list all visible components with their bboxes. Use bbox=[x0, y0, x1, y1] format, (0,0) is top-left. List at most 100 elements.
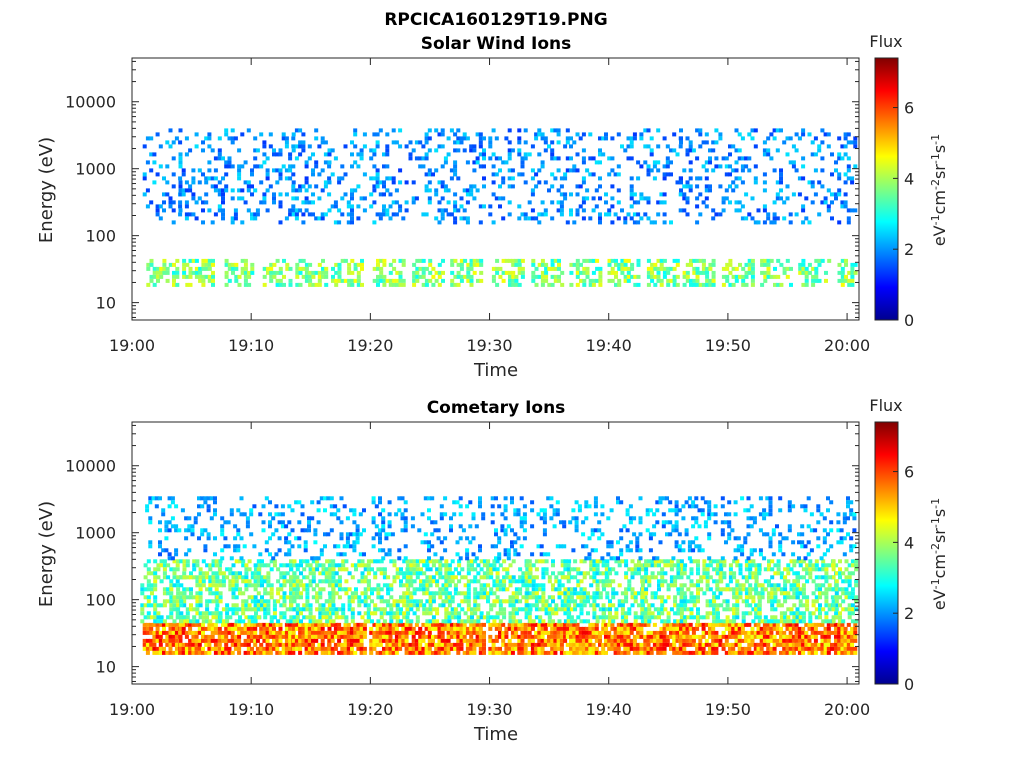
heatmap-cell bbox=[334, 262, 339, 267]
heatmap-cell bbox=[453, 148, 458, 153]
heatmap-cell bbox=[215, 603, 220, 608]
heatmap-cell bbox=[250, 638, 254, 643]
heatmap-cell bbox=[179, 599, 184, 604]
heatmap-cell bbox=[250, 571, 255, 576]
heatmap-cell bbox=[516, 536, 521, 541]
heatmap-cell bbox=[292, 583, 297, 588]
heatmap-cell bbox=[572, 220, 577, 225]
heatmap-cell bbox=[482, 571, 487, 576]
heatmap-cell bbox=[184, 216, 189, 221]
heatmap-cell bbox=[747, 168, 752, 173]
heatmap-cell bbox=[563, 619, 568, 624]
heatmap-cell bbox=[276, 619, 281, 624]
heatmap-cell bbox=[427, 650, 432, 655]
heatmap-cell bbox=[386, 583, 391, 588]
heatmap-cell bbox=[527, 630, 532, 635]
heatmap-cell bbox=[323, 646, 328, 651]
heatmap-cell bbox=[472, 646, 477, 651]
heatmap-cell bbox=[537, 646, 542, 651]
heatmap-cell bbox=[521, 571, 526, 576]
heatmap-cell bbox=[194, 638, 199, 643]
heatmap-cell bbox=[198, 611, 203, 616]
heatmap-cell bbox=[592, 575, 597, 580]
heatmap-cell bbox=[428, 270, 433, 275]
heatmap-cell bbox=[441, 258, 445, 263]
heatmap-cell bbox=[605, 607, 610, 612]
heatmap-cell bbox=[402, 591, 407, 596]
heatmap-cell bbox=[272, 626, 276, 631]
heatmap-cell bbox=[190, 532, 195, 537]
heatmap-cell bbox=[701, 282, 706, 287]
heatmap-cell bbox=[450, 282, 455, 287]
heatmap-cell bbox=[427, 496, 431, 501]
heatmap-cell bbox=[231, 575, 236, 580]
heatmap-cell bbox=[375, 184, 380, 189]
heatmap-cell bbox=[779, 180, 783, 185]
heatmap-cell bbox=[172, 583, 177, 588]
heatmap-cell bbox=[531, 595, 536, 600]
heatmap-cell bbox=[221, 650, 225, 655]
heatmap-cell bbox=[595, 559, 600, 564]
heatmap-cell bbox=[527, 559, 532, 564]
heatmap-cell bbox=[265, 172, 270, 177]
heatmap-cell bbox=[560, 282, 565, 287]
heatmap-cell bbox=[237, 196, 242, 201]
heatmap-cell bbox=[381, 548, 386, 553]
heatmap-cell bbox=[266, 583, 271, 588]
heatmap-cell bbox=[278, 642, 283, 647]
heatmap-cell bbox=[653, 274, 658, 279]
heatmap-cell bbox=[555, 512, 560, 517]
heatmap-cell bbox=[285, 266, 290, 271]
heatmap-cell bbox=[278, 634, 283, 639]
heatmap-cell bbox=[207, 638, 212, 643]
heatmap-cell bbox=[450, 607, 455, 612]
heatmap-cell bbox=[250, 184, 254, 189]
heatmap-cell bbox=[317, 634, 322, 639]
heatmap-cell bbox=[443, 638, 448, 643]
heatmap-cell bbox=[370, 619, 374, 624]
heatmap-cell bbox=[231, 571, 236, 576]
heatmap-cell bbox=[478, 642, 483, 647]
heatmap-cell bbox=[171, 156, 176, 161]
heatmap-cell bbox=[598, 148, 602, 153]
heatmap-cell bbox=[276, 591, 281, 596]
heatmap-cell bbox=[591, 278, 596, 283]
heatmap-cell bbox=[145, 642, 150, 647]
heatmap-cell bbox=[165, 622, 170, 627]
heatmap-cell bbox=[431, 622, 435, 627]
heatmap-cell bbox=[394, 200, 399, 205]
heatmap-cell bbox=[188, 258, 193, 263]
heatmap-cell bbox=[337, 587, 342, 592]
heatmap-cell bbox=[197, 622, 202, 627]
heatmap-cell bbox=[553, 650, 558, 655]
heatmap-cell bbox=[278, 220, 283, 225]
heatmap-cell bbox=[325, 567, 330, 572]
heatmap-cell bbox=[272, 611, 277, 616]
heatmap-cell bbox=[501, 270, 506, 275]
heatmap-cell bbox=[575, 262, 580, 267]
heatmap-cell bbox=[146, 266, 151, 271]
heatmap-cell bbox=[295, 615, 300, 620]
heatmap-cell bbox=[440, 144, 445, 149]
heatmap-cell bbox=[143, 603, 148, 608]
heatmap-cell bbox=[214, 615, 219, 620]
heatmap-cell bbox=[156, 615, 161, 620]
heatmap-cell bbox=[384, 536, 389, 541]
heatmap-cell bbox=[629, 630, 634, 635]
heatmap-cell bbox=[598, 571, 603, 576]
heatmap-cell bbox=[224, 634, 229, 639]
heatmap-cell bbox=[308, 615, 313, 620]
heatmap-cell bbox=[294, 156, 299, 161]
heatmap-cell bbox=[549, 516, 554, 521]
heatmap-cell bbox=[321, 603, 326, 608]
heatmap-cell bbox=[394, 622, 399, 627]
heatmap-cell bbox=[439, 504, 444, 509]
heatmap-cell bbox=[411, 650, 416, 655]
heatmap-cell bbox=[672, 274, 677, 279]
heatmap-cell bbox=[513, 508, 518, 513]
heatmap-cell bbox=[459, 642, 464, 647]
heatmap-cell bbox=[387, 552, 392, 557]
heatmap-cell bbox=[675, 152, 680, 157]
heatmap-cell bbox=[317, 144, 322, 149]
heatmap-cell bbox=[459, 626, 464, 631]
